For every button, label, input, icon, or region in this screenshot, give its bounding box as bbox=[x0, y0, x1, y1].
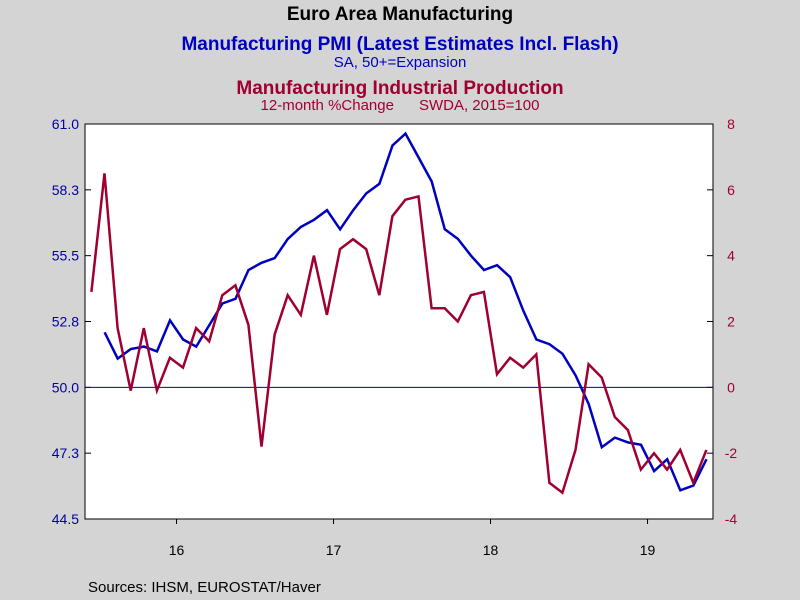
subtitle: Manufacturing Industrial Production bbox=[236, 78, 563, 99]
y2-tick-label: 8 bbox=[727, 116, 735, 132]
source: Sources: IHSM, EUROSTAT/Haver bbox=[88, 579, 321, 596]
y-tick-label: 61.0 bbox=[52, 116, 79, 132]
y2-tick-label: -2 bbox=[725, 445, 738, 461]
y-tick-label: 44.5 bbox=[52, 511, 79, 527]
y2-tick-label: 4 bbox=[727, 248, 735, 264]
y2-tick-label: -4 bbox=[725, 511, 738, 527]
x-tick-label: 19 bbox=[640, 542, 656, 558]
y2-tick-label: 6 bbox=[727, 182, 735, 198]
y2-tick-label: 2 bbox=[727, 314, 735, 330]
y-tick-label: 55.5 bbox=[52, 248, 79, 264]
subtitle: SA, 50+=Expansion bbox=[334, 54, 467, 71]
y-tick-label: 52.8 bbox=[52, 314, 79, 330]
y-tick-label: 50.0 bbox=[52, 379, 79, 395]
series-line bbox=[103, 131, 708, 492]
x-tick-label: 17 bbox=[326, 542, 342, 558]
y2-tick-label: 0 bbox=[727, 379, 735, 395]
subtitle: Manufacturing PMI (Latest Estimates Incl… bbox=[181, 34, 618, 55]
x-tick-label: 18 bbox=[483, 542, 499, 558]
x-tick-label: 16 bbox=[169, 542, 185, 558]
y-tick-label: 58.3 bbox=[52, 182, 79, 198]
y-tick-label: 47.3 bbox=[52, 445, 79, 461]
subtitle: 12-month %Change SWDA, 2015=100 bbox=[261, 97, 540, 114]
plot-area bbox=[84, 123, 714, 520]
chart-title: Euro Area Manufacturing bbox=[287, 4, 513, 25]
series-line bbox=[90, 173, 708, 495]
